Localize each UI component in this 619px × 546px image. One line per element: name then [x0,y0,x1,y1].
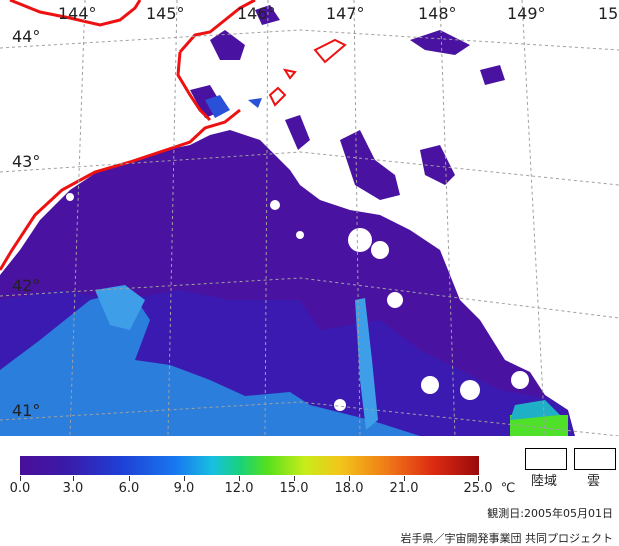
colorbar-tick [294,476,295,481]
credit-text: 岩手県／宇宙開発事業団 共同プロジェクト [400,532,614,545]
lon-label-144: 144° [58,4,97,23]
lon-label-148: 148° [418,4,457,23]
colorbar-tick [73,476,74,481]
cloud-swatch [574,448,616,470]
colorbar-tick [239,476,240,481]
colorbar-tick [129,476,130,481]
colorbar-label-6: 6.0 [118,481,140,496]
land-swatch [525,448,567,470]
lon-label-147: 147° [326,4,365,23]
land-label: 陸域 [531,474,558,489]
colorbar-label-0: 0.0 [9,481,31,496]
colorbar-tick [184,476,185,481]
colorbar-label-25: 25.0 [463,481,493,496]
lat-label-42: 42° [12,276,41,295]
colorbar-label-12: 12.0 [224,481,254,496]
colorbar-tick [404,476,405,481]
lat-label-41: 41° [12,401,41,420]
lon-label-149: 149° [507,4,546,23]
lon-label-150: 15 [598,4,619,23]
cloud-label: 雲 [587,474,601,489]
lat-label-43: 43° [12,152,41,171]
colorbar-tick [349,476,350,481]
colorbar-label-18: 18.0 [334,481,364,496]
colorbar-label-21: 21.0 [389,481,419,496]
observation-date: 観測日:2005年05月01日 [487,507,613,520]
colorbar-label-9: 9.0 [173,481,195,496]
lat-label-44: 44° [12,27,41,46]
sea-surface-temperature-map [0,0,619,436]
colorbar-tick [478,476,479,481]
colorbar-tick [20,476,21,481]
colorbar-unit: ℃ [500,481,516,496]
colorbar-label-15: 15.0 [279,481,309,496]
temperature-colorbar [20,456,479,475]
colorbar-label-3: 3.0 [62,481,84,496]
lon-label-146: 146° [237,4,276,23]
lon-label-145: 145° [146,4,185,23]
